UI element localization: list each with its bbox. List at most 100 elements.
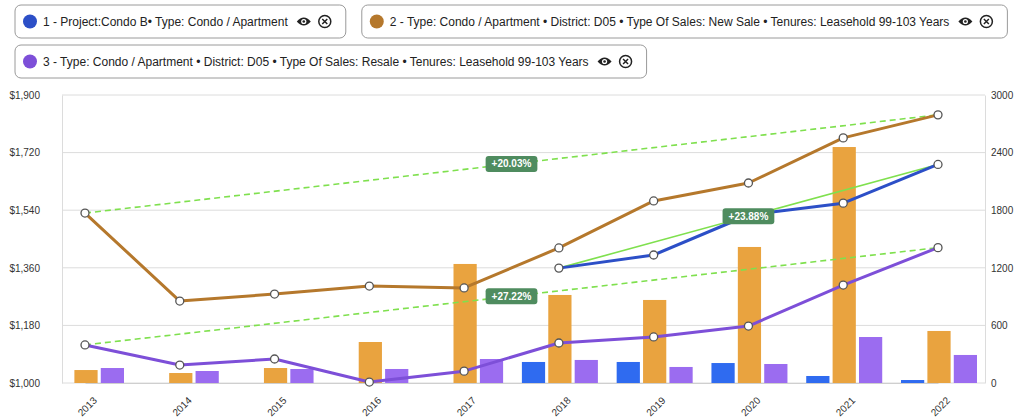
remove-cross[interactable] bbox=[984, 19, 989, 24]
legend-label: 1 - Project:Condo B• Type: Condo / Apart… bbox=[43, 15, 288, 29]
x-tick-label: 2020 bbox=[739, 394, 763, 418]
y-tick-label: $1,540 bbox=[9, 205, 40, 216]
legend-swatch bbox=[23, 15, 37, 29]
marker bbox=[744, 322, 752, 330]
grid-line bbox=[62, 95, 985, 96]
annotation: +27.22% bbox=[486, 288, 538, 304]
y-tick: $1,720 bbox=[9, 147, 62, 158]
remove-button[interactable] bbox=[620, 56, 632, 68]
bar bbox=[927, 331, 950, 383]
bar bbox=[859, 337, 882, 383]
y2-tick: 600 bbox=[985, 320, 1008, 331]
series-line bbox=[559, 164, 938, 268]
marker bbox=[555, 244, 563, 252]
x-tick-label: 2019 bbox=[644, 394, 668, 418]
x-tick: 2018 bbox=[549, 383, 573, 418]
eye-pupil[interactable] bbox=[301, 19, 306, 24]
legend-chip[interactable] bbox=[15, 5, 346, 38]
marker bbox=[81, 341, 89, 349]
eye-pupil[interactable] bbox=[602, 59, 607, 64]
trend-line bbox=[559, 164, 938, 268]
eye-pupil-center[interactable] bbox=[603, 60, 606, 63]
remove-cross[interactable] bbox=[623, 59, 628, 64]
annotation: +20.03% bbox=[486, 156, 538, 172]
remove-cross[interactable] bbox=[322, 19, 327, 24]
annotation-text: +23.88% bbox=[729, 211, 769, 222]
bar bbox=[290, 369, 313, 383]
y-tick-label: $1,000 bbox=[9, 378, 40, 389]
marker bbox=[271, 290, 279, 298]
y-tick: $1,360 bbox=[9, 263, 62, 274]
x-tick-label: 2018 bbox=[549, 394, 573, 418]
visibility-toggle[interactable] bbox=[598, 58, 612, 66]
trend-line bbox=[85, 115, 938, 213]
annotation-box bbox=[486, 156, 538, 172]
annotations: +23.88% +20.03% +27.22% bbox=[486, 156, 775, 304]
bar bbox=[711, 363, 734, 383]
eye-pupil-center[interactable] bbox=[964, 20, 967, 23]
annotation: +23.88% bbox=[723, 208, 775, 224]
y2-tick-label: 1200 bbox=[991, 263, 1014, 274]
legend-swatch bbox=[370, 15, 384, 29]
y2-tick-label: 600 bbox=[991, 320, 1008, 331]
remove-icon[interactable] bbox=[980, 16, 992, 28]
series-line bbox=[85, 248, 938, 382]
bar bbox=[954, 355, 977, 383]
bar bbox=[617, 362, 640, 383]
eye-icon[interactable] bbox=[958, 18, 972, 26]
legend-chip[interactable] bbox=[362, 5, 1008, 38]
annotation-box bbox=[723, 208, 775, 224]
marker bbox=[839, 281, 847, 289]
marker bbox=[650, 197, 658, 205]
remove-icon[interactable] bbox=[319, 16, 331, 28]
eye-icon[interactable] bbox=[297, 18, 311, 26]
marker bbox=[460, 284, 468, 292]
legend: 1 - Project:Condo B• Type: Condo / Apart… bbox=[15, 5, 1007, 78]
x-axis: 2013201420152016201720182019202020212022 bbox=[76, 383, 953, 418]
bar bbox=[359, 342, 382, 383]
legend-item[interactable]: 3 - Type: Condo / Apartment • District: … bbox=[15, 45, 647, 78]
bar bbox=[196, 371, 219, 383]
y-tick-label: $1,720 bbox=[9, 147, 40, 158]
y2-axis-line bbox=[985, 96, 986, 384]
y-tick-label: $1,360 bbox=[9, 263, 40, 274]
legend-item[interactable]: 1 - Project:Condo B• Type: Condo / Apart… bbox=[15, 5, 346, 38]
marker bbox=[934, 160, 942, 168]
bar bbox=[738, 247, 761, 383]
y-axis: $1,000 $1,180 $1,360 $1,540 $1,720 $1,900 bbox=[9, 90, 62, 389]
trend-lines bbox=[85, 115, 938, 345]
series-line bbox=[85, 115, 938, 301]
legend-chip[interactable] bbox=[15, 45, 647, 78]
x-tick-label: 2022 bbox=[929, 394, 953, 418]
legend-label: 2 - Type: Condo / Apartment • District: … bbox=[390, 15, 950, 29]
y2-tick: 2400 bbox=[985, 147, 1014, 158]
eye-pupil-center[interactable] bbox=[302, 20, 305, 23]
y-tick: $1,180 bbox=[9, 320, 62, 331]
marker bbox=[934, 111, 942, 119]
legend-item[interactable]: 2 - Type: Condo / Apartment • District: … bbox=[362, 5, 1008, 38]
marker bbox=[460, 367, 468, 375]
marker bbox=[650, 333, 658, 341]
x-tick: 2022 bbox=[929, 383, 953, 418]
marker bbox=[934, 244, 942, 252]
y-tick: $1,900 bbox=[9, 90, 62, 101]
visibility-toggle[interactable] bbox=[297, 18, 311, 26]
marker bbox=[365, 378, 373, 386]
x-tick: 2017 bbox=[455, 383, 479, 418]
bar bbox=[669, 367, 692, 383]
y-tick: $1,540 bbox=[9, 205, 62, 216]
remove-button[interactable] bbox=[980, 16, 992, 28]
bar bbox=[169, 373, 192, 383]
remove-button[interactable] bbox=[319, 16, 331, 28]
annotation-text: +27.22% bbox=[492, 291, 532, 302]
eye-icon[interactable] bbox=[598, 58, 612, 66]
marker bbox=[555, 339, 563, 347]
eye-pupil[interactable] bbox=[963, 19, 968, 24]
marker bbox=[176, 297, 184, 305]
chart-container: $1,000 $1,180 $1,360 $1,540 $1,720 $1,900 0 600… bbox=[0, 0, 1024, 420]
visibility-toggle[interactable] bbox=[958, 18, 972, 26]
x-tick-label: 2017 bbox=[455, 394, 479, 418]
remove-icon[interactable] bbox=[620, 56, 632, 68]
y2-tick-label: 0 bbox=[991, 378, 997, 389]
y2-tick-label: 1800 bbox=[991, 205, 1014, 216]
